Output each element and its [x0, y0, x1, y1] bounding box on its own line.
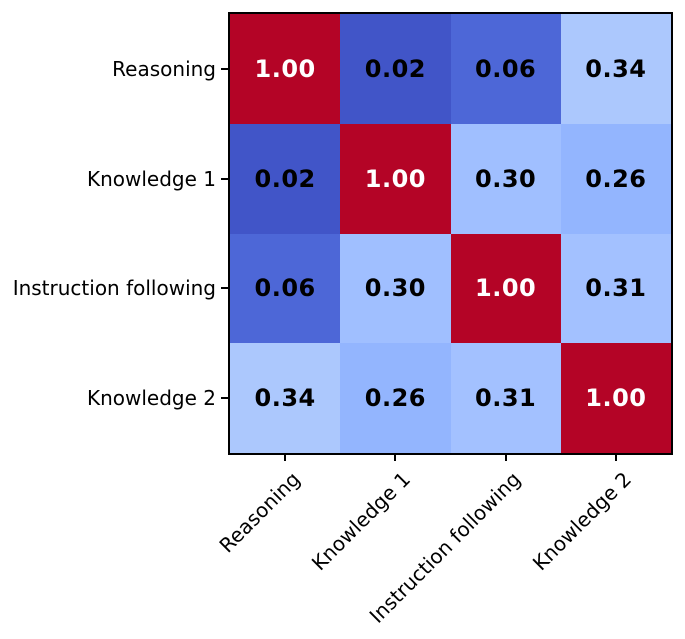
- y-tick-mark-3: [221, 397, 229, 400]
- cell-value-label: 0.06: [475, 54, 537, 83]
- heatmap-cell-0-0: 1.00: [230, 14, 341, 124]
- y-tick-label-0: Reasoning: [112, 56, 216, 81]
- x-tick-mark-0: [284, 453, 287, 461]
- heatmap-cell-3-0: 0.34: [230, 343, 341, 453]
- cell-value-label: 0.26: [364, 384, 426, 413]
- y-tick-label-1: Knowledge 1: [86, 166, 216, 191]
- cell-value-label: 0.02: [364, 54, 426, 83]
- plot-border: [228, 12, 673, 455]
- heatmap-cell-2-2: 1.00: [450, 233, 561, 344]
- cell-value-label: 1.00: [475, 274, 537, 303]
- cell-value-label: 0.34: [585, 54, 647, 83]
- cell-value-label: 0.31: [475, 384, 537, 413]
- cell-value-label: 1.00: [254, 54, 316, 83]
- heatmap-grid: 1.00 0.02 0.06 0.34 0.02 1.00 0.30 0.26 0.06 0.30…: [230, 14, 671, 453]
- heatmap-cell-2-0: 0.06: [230, 233, 341, 344]
- heatmap-cell-2-1: 0.30: [340, 233, 451, 344]
- cell-value-label: 0.34: [254, 384, 316, 413]
- x-tick-label-3: Knowledge 2: [527, 467, 636, 576]
- heatmap-cell-3-2: 0.31: [450, 343, 561, 453]
- y-tick-mark-1: [221, 177, 229, 180]
- heatmap-cell-1-1: 1.00: [340, 123, 451, 234]
- y-tick-mark-0: [221, 67, 229, 70]
- x-tick-label-0: Reasoning: [214, 467, 306, 558]
- cell-value-label: 0.06: [254, 274, 316, 303]
- cell-value-label: 0.31: [585, 274, 647, 303]
- heatmap-cell-0-1: 0.02: [340, 14, 451, 124]
- y-tick-label-3: Knowledge 2: [86, 386, 216, 411]
- y-tick-label-2: Instruction following: [12, 276, 216, 301]
- y-tick-mark-2: [221, 287, 229, 290]
- heatmap-cell-1-3: 0.26: [560, 123, 671, 234]
- cell-value-label: 1.00: [364, 164, 426, 193]
- cell-value-label: 0.30: [475, 164, 537, 193]
- heatmap-cell-3-3: 1.00: [560, 343, 671, 453]
- heatmap-cell-0-3: 0.34: [560, 14, 671, 124]
- x-tick-mark-3: [614, 453, 617, 461]
- heatmap-cell-3-1: 0.26: [340, 343, 451, 453]
- x-tick-mark-2: [504, 453, 507, 461]
- heatmap-cell-1-2: 0.30: [450, 123, 561, 234]
- x-tick-mark-1: [394, 453, 397, 461]
- x-tick-label-1: Knowledge 1: [307, 467, 416, 576]
- cell-value-label: 0.30: [364, 274, 426, 303]
- cell-value-label: 0.02: [254, 164, 316, 193]
- heatmap-cell-2-3: 0.31: [560, 233, 671, 344]
- cell-value-label: 0.26: [585, 164, 647, 193]
- cell-value-label: 1.00: [585, 384, 647, 413]
- heatmap-cell-0-2: 0.06: [450, 14, 561, 124]
- heatmap-cell-1-0: 0.02: [230, 123, 341, 234]
